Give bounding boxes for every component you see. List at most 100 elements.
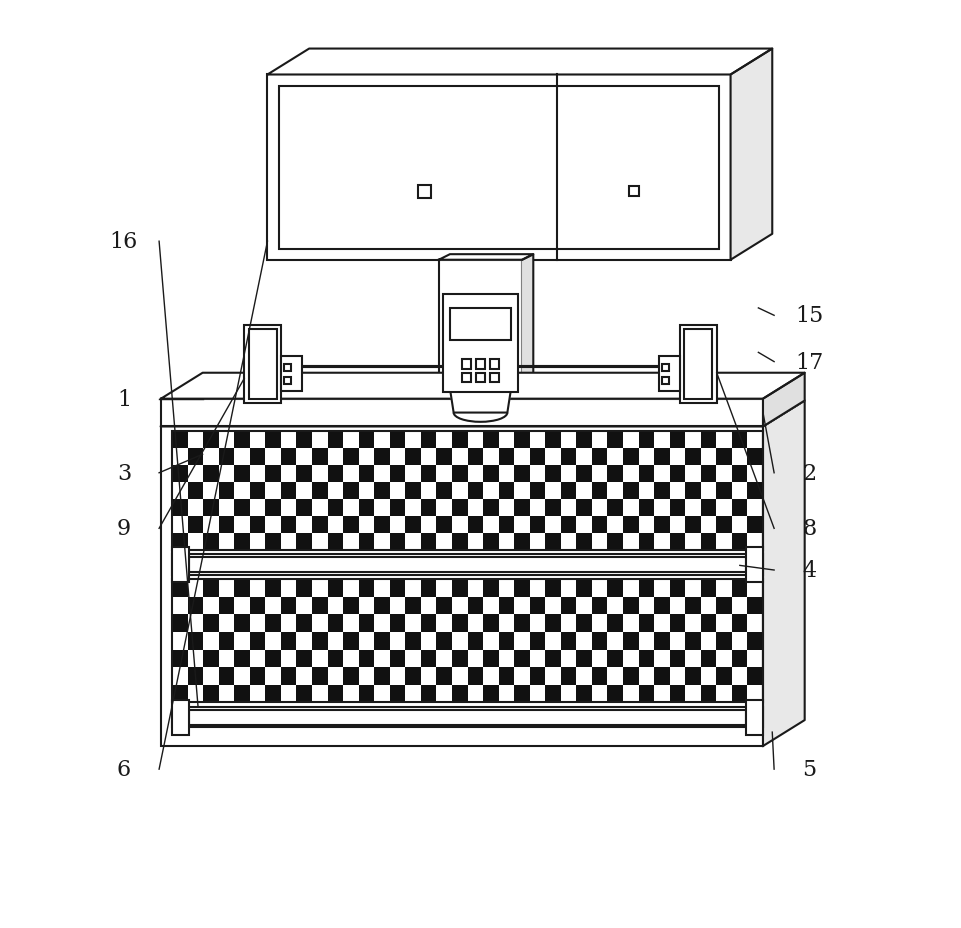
- Bar: [374, 516, 390, 533]
- Bar: [607, 432, 623, 448]
- Bar: [421, 533, 436, 550]
- Bar: [436, 632, 452, 650]
- Bar: [234, 533, 250, 550]
- Bar: [476, 360, 485, 369]
- Bar: [250, 632, 265, 650]
- Bar: [328, 499, 343, 516]
- Bar: [358, 466, 374, 483]
- Bar: [436, 448, 452, 466]
- Bar: [607, 533, 623, 550]
- Bar: [716, 598, 732, 615]
- Bar: [203, 533, 219, 550]
- Bar: [468, 448, 483, 466]
- Bar: [343, 516, 358, 533]
- Bar: [358, 685, 374, 702]
- Bar: [732, 466, 748, 483]
- Bar: [623, 667, 639, 685]
- Bar: [421, 650, 436, 667]
- Bar: [250, 448, 265, 466]
- Bar: [748, 516, 763, 533]
- Bar: [607, 466, 623, 483]
- Bar: [443, 295, 518, 393]
- Bar: [732, 533, 748, 550]
- Bar: [297, 580, 312, 598]
- Bar: [203, 466, 219, 483]
- Polygon shape: [446, 362, 515, 413]
- Bar: [592, 483, 607, 499]
- Text: 15: 15: [795, 305, 824, 327]
- Bar: [716, 516, 732, 533]
- Bar: [250, 483, 265, 499]
- Bar: [747, 700, 763, 735]
- Bar: [684, 329, 712, 399]
- Bar: [577, 615, 592, 632]
- Bar: [592, 516, 607, 533]
- Bar: [530, 632, 545, 650]
- Bar: [172, 580, 763, 702]
- Bar: [265, 650, 281, 667]
- Bar: [577, 499, 592, 516]
- Bar: [701, 466, 716, 483]
- Bar: [654, 516, 670, 533]
- Bar: [530, 516, 545, 533]
- Bar: [483, 432, 499, 448]
- Bar: [172, 555, 763, 575]
- Bar: [577, 466, 592, 483]
- Polygon shape: [522, 255, 533, 404]
- Bar: [514, 685, 530, 702]
- Bar: [187, 516, 203, 533]
- Polygon shape: [763, 401, 804, 746]
- Bar: [561, 667, 577, 685]
- Bar: [639, 499, 654, 516]
- Bar: [654, 448, 670, 466]
- Bar: [160, 427, 763, 746]
- Bar: [639, 650, 654, 667]
- Bar: [281, 598, 297, 615]
- Text: 1: 1: [117, 388, 131, 410]
- Bar: [328, 685, 343, 702]
- Bar: [219, 516, 234, 533]
- Bar: [716, 483, 732, 499]
- Bar: [483, 650, 499, 667]
- Bar: [670, 499, 685, 516]
- Bar: [468, 667, 483, 685]
- Polygon shape: [160, 401, 804, 427]
- Bar: [514, 533, 530, 550]
- Bar: [716, 632, 732, 650]
- Bar: [343, 667, 358, 685]
- Text: 6: 6: [117, 758, 131, 780]
- Bar: [328, 580, 343, 598]
- Bar: [297, 432, 312, 448]
- Bar: [545, 615, 561, 632]
- Bar: [577, 650, 592, 667]
- Bar: [639, 615, 654, 632]
- Bar: [312, 448, 328, 466]
- Bar: [374, 632, 390, 650]
- Bar: [483, 685, 499, 702]
- Bar: [328, 533, 343, 550]
- Bar: [679, 325, 717, 404]
- Bar: [234, 499, 250, 516]
- Bar: [607, 685, 623, 702]
- Bar: [748, 598, 763, 615]
- Bar: [514, 650, 530, 667]
- Bar: [607, 615, 623, 632]
- Text: 2: 2: [802, 462, 817, 484]
- Bar: [312, 483, 328, 499]
- Bar: [623, 448, 639, 466]
- Bar: [436, 483, 452, 499]
- Bar: [483, 466, 499, 483]
- Bar: [312, 632, 328, 650]
- Bar: [654, 632, 670, 650]
- Bar: [265, 580, 281, 598]
- Bar: [172, 432, 187, 448]
- Bar: [312, 667, 328, 685]
- Bar: [267, 75, 730, 261]
- Bar: [662, 378, 669, 384]
- Bar: [701, 432, 716, 448]
- Bar: [265, 499, 281, 516]
- Bar: [659, 356, 679, 392]
- Bar: [439, 261, 522, 404]
- Bar: [374, 483, 390, 499]
- Bar: [732, 580, 748, 598]
